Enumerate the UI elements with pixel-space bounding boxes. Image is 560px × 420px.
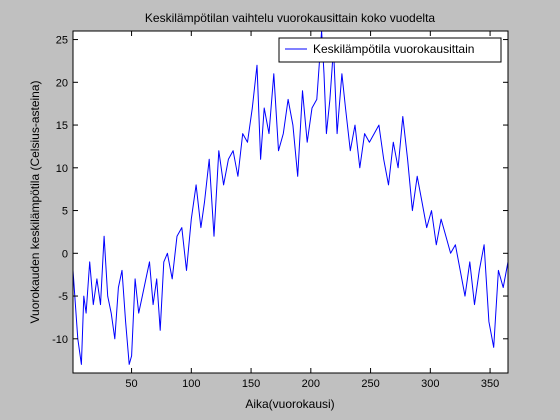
x-tick-label: 250 — [361, 378, 379, 390]
legend-box — [278, 37, 502, 63]
y-tick-label: 25 — [56, 35, 68, 47]
y-axis-label: Vuorokauden keskilämpötila (Celsius-aste… — [28, 80, 42, 323]
x-tick-label: 150 — [242, 378, 260, 390]
x-axis-label: Aika(vuorokausi) — [245, 397, 334, 411]
y-tick-label: 5 — [62, 206, 68, 218]
y-tick-label: 15 — [56, 120, 68, 132]
y-tick-label: 20 — [56, 77, 68, 89]
legend: Keskilämpötila vuorokausittain — [278, 37, 502, 63]
y-tick-label: 10 — [56, 163, 68, 175]
legend-label: Keskilämpötila vuorokausittain — [313, 42, 474, 56]
x-tick-label: 200 — [302, 378, 320, 390]
x-tick-label: 350 — [481, 378, 499, 390]
x-tick-label: 100 — [182, 378, 200, 390]
y-tick-label: -10 — [52, 334, 68, 346]
chart-title: Keskilämpötilan vaihtelu vuorokausittain… — [145, 11, 435, 25]
x-tick-label: 300 — [421, 378, 439, 390]
series-layer — [72, 30, 509, 365]
plot-area — [73, 31, 508, 373]
ticks-layer: 50 100 150 200 250 300 350 -10 -5 0 5 10 15 20 25 — [52, 31, 508, 390]
series-line — [72, 30, 509, 365]
plot-frame — [72, 30, 509, 374]
x-tick-label: 50 — [125, 378, 137, 390]
y-tick-label: -5 — [58, 291, 68, 303]
y-tick-label: 0 — [62, 248, 68, 260]
